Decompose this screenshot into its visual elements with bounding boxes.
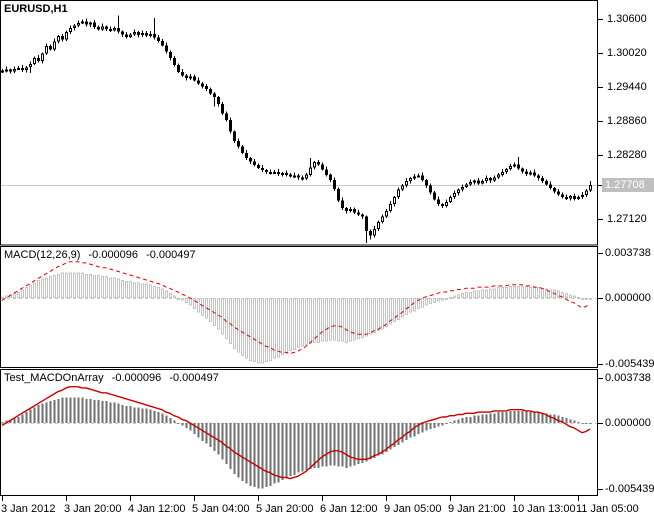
macd-indicator-label: MACD(12,26,9) -0.000096 -0.000497 — [4, 249, 196, 261]
date-axis-label: 3 Jan 2012 — [1, 503, 56, 515]
macdonarray-signal-value: -0.000497 — [169, 372, 219, 384]
macd-signal-value: -0.000497 — [146, 249, 196, 261]
macdonarray-axis-label: 0.003738 — [605, 372, 651, 384]
date-axis-label: 11 Jan 05:00 — [576, 503, 639, 515]
macdonarray-indicator-name: Test_MACDOnArray — [4, 372, 104, 384]
price-axis-label: 1.30600 — [607, 13, 647, 25]
date-axis-label: 3 Jan 20:00 — [64, 503, 122, 515]
price-axis-label: 1.30020 — [607, 47, 647, 59]
date-axis-label: 6 Jan 12:00 — [320, 503, 378, 515]
macdonarray-axis-label: -0.005439 — [605, 483, 654, 495]
macd-axis-label: -0.005439 — [605, 358, 654, 370]
price-axis-label: 1.29440 — [607, 81, 647, 93]
date-axis-label: 5 Jan 04:00 — [192, 503, 250, 515]
macd-indicator-name: MACD(12,26,9) — [4, 249, 81, 261]
macd-axis-label: 0.000000 — [605, 292, 651, 304]
macd-main-value: -0.000096 — [88, 249, 139, 261]
price-axis-label: 1.28280 — [607, 149, 647, 161]
price-axis-label: 1.28860 — [607, 115, 647, 127]
current-price-badge: 1.27708 — [602, 178, 654, 192]
macdonarray-axis-label: 0.000000 — [605, 417, 651, 429]
date-axis-label: 9 Jan 21:00 — [448, 503, 506, 515]
symbol-name: EURUSD,H1 — [4, 3, 68, 15]
price-axis-label: 1.27120 — [607, 213, 647, 225]
date-axis-label: 10 Jan 13:00 — [512, 503, 576, 515]
macd-axis-label: 0.003738 — [605, 247, 651, 259]
macdonarray-main-value: -0.000096 — [111, 372, 162, 384]
date-axis-label: 9 Jan 05:00 — [384, 503, 442, 515]
date-axis-label: 4 Jan 12:00 — [128, 503, 186, 515]
macdonarray-indicator-label: Test_MACDOnArray -0.000096 -0.000497 — [4, 372, 219, 384]
date-axis-label: 5 Jan 20:00 — [256, 503, 314, 515]
symbol-timeframe-label: EURUSD,H1 — [4, 3, 68, 15]
